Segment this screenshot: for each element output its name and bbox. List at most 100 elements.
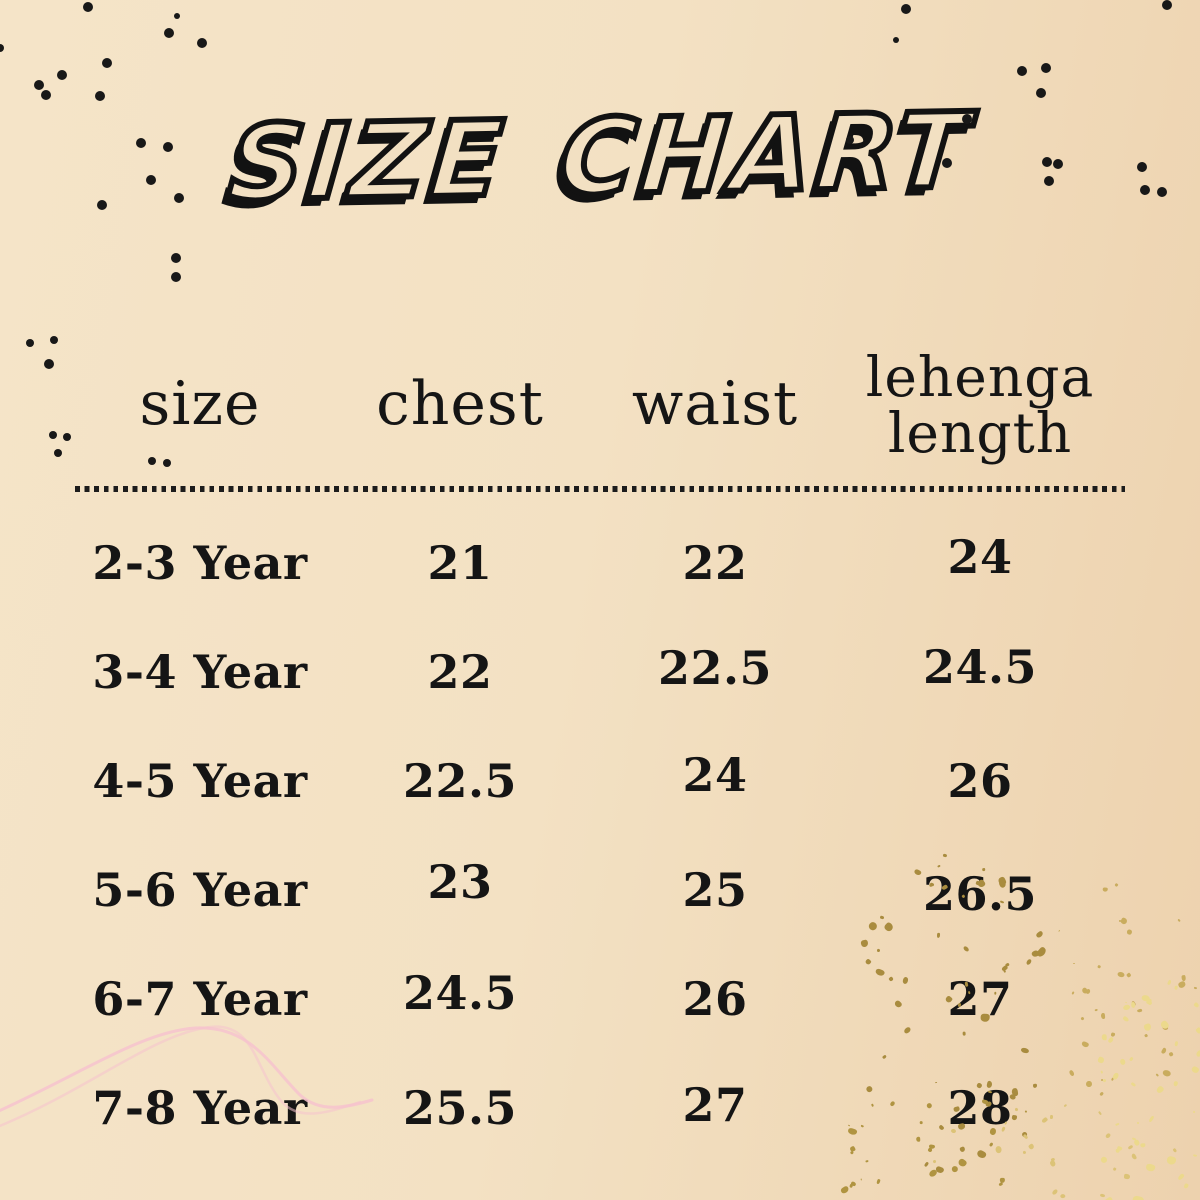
decorative-dot xyxy=(1162,0,1172,10)
gold-paint-speck xyxy=(1127,1144,1134,1150)
gold-paint-speck xyxy=(1155,1073,1159,1077)
row-value-lehenga_length: 26 xyxy=(947,753,1013,808)
gold-paint-speck xyxy=(951,1165,959,1172)
decorative-dot xyxy=(1157,187,1167,197)
table-row: 6-7 Year 24.5 26 27 xyxy=(75,944,1125,1053)
gold-paint-speck xyxy=(1131,1194,1145,1200)
decorative-dot xyxy=(57,70,67,80)
row-value-waist: 26 xyxy=(682,971,748,1026)
row-size-label: 5-6 Year xyxy=(92,862,308,917)
row-value-chest: 25.5 xyxy=(402,1080,518,1135)
decorative-dot xyxy=(136,138,146,148)
gold-paint-speck xyxy=(1177,1173,1185,1181)
decorative-dot xyxy=(901,4,911,14)
gold-paint-speck xyxy=(840,1185,850,1195)
gold-paint-speck xyxy=(1141,994,1151,1002)
row-value-waist: 27 xyxy=(682,1077,748,1132)
column-header-size: size xyxy=(139,369,261,440)
gold-paint-speck xyxy=(1112,1167,1117,1172)
row-size-label: 4-5 Year xyxy=(92,753,308,808)
gold-paint-speck xyxy=(1147,1000,1153,1006)
table-row: 4-5 Year 22.5 24 26 xyxy=(75,726,1125,835)
decorative-dot xyxy=(0,44,4,52)
column-header-chest: chest xyxy=(376,369,544,440)
table-row: 2-3 Year 21 22 24 xyxy=(75,508,1125,617)
decorative-dot xyxy=(83,2,93,12)
gold-paint-speck xyxy=(1000,1177,1006,1184)
gold-paint-speck xyxy=(860,1178,863,1181)
gold-paint-speck xyxy=(1190,1065,1200,1075)
gold-paint-speck xyxy=(1173,1080,1179,1087)
decorative-dot xyxy=(1042,157,1052,167)
page-title: SIZE CHART xyxy=(221,87,979,228)
gold-paint-speck xyxy=(1192,1110,1196,1114)
gold-paint-speck xyxy=(1161,1046,1169,1054)
gold-paint-speck xyxy=(1144,1033,1148,1038)
row-size-label: 2-3 Year xyxy=(92,535,308,590)
gold-paint-speck xyxy=(1126,971,1132,978)
gold-paint-speck xyxy=(1130,1000,1137,1008)
gold-paint-speck xyxy=(1172,1148,1178,1153)
decorative-dot xyxy=(1140,185,1150,195)
decorative-dot xyxy=(942,158,952,168)
gold-paint-speck xyxy=(1162,1068,1172,1077)
gold-paint-speck xyxy=(850,1180,858,1187)
decorative-dot xyxy=(54,449,62,457)
table-row: 7-8 Year 25.5 27 28 xyxy=(75,1053,1125,1162)
gold-paint-speck xyxy=(1144,1163,1156,1173)
decorative-dot xyxy=(164,28,174,38)
decorative-dot xyxy=(34,80,44,90)
gold-paint-speck xyxy=(848,1183,853,1188)
decorative-dot xyxy=(49,431,57,439)
gold-paint-speck xyxy=(1130,1153,1137,1161)
gold-paint-speck xyxy=(1144,997,1153,1005)
row-size-label: 6-7 Year xyxy=(92,971,308,1026)
gold-paint-speck xyxy=(1137,1008,1143,1013)
row-value-chest: 23 xyxy=(427,854,493,909)
gold-paint-speck xyxy=(1126,929,1133,936)
decorative-dot xyxy=(174,193,184,203)
gold-paint-speck xyxy=(1174,1040,1179,1046)
size-table-body: 2-3 Year 21 22 24 3-4 Year 22 22.5 24.5 4-5 Year… xyxy=(75,508,1125,1162)
gold-paint-speck xyxy=(1195,1027,1200,1035)
dotted-divider xyxy=(75,486,1125,492)
gold-paint-speck xyxy=(1165,1155,1177,1167)
decorative-dot xyxy=(97,200,107,210)
row-value-lehenga_length: 26.5 xyxy=(922,866,1038,921)
gold-paint-speck xyxy=(1128,1056,1134,1061)
gold-paint-speck xyxy=(1183,1182,1189,1189)
row-value-waist: 24 xyxy=(682,747,748,802)
decorative-dot xyxy=(146,175,156,185)
row-value-waist: 25 xyxy=(682,862,748,917)
gold-paint-speck xyxy=(1130,1001,1136,1009)
gold-paint-speck xyxy=(1177,980,1187,989)
decorative-dot xyxy=(962,114,972,124)
decorative-dot xyxy=(26,339,34,347)
gold-paint-speck xyxy=(1060,1194,1066,1199)
gold-paint-speck xyxy=(876,1178,882,1185)
gold-paint-speck xyxy=(1140,1143,1146,1148)
column-header-lehenga-length: lehenga length xyxy=(865,344,1095,465)
decorative-dot xyxy=(1036,88,1046,98)
decorative-dot xyxy=(95,91,105,101)
gold-paint-speck xyxy=(1130,1081,1137,1087)
row-value-waist: 22 xyxy=(682,535,748,590)
gold-paint-speck xyxy=(1180,975,1186,982)
gold-paint-speck xyxy=(1195,1049,1200,1058)
table-row: 3-4 Year 22 22.5 24.5 xyxy=(75,617,1125,726)
decorative-dot xyxy=(174,13,180,19)
table-header-row: size chest waist lehenga length xyxy=(75,330,1125,480)
gold-paint-speck xyxy=(1161,1025,1169,1032)
decorative-dot xyxy=(41,90,51,100)
gold-paint-speck xyxy=(1136,1121,1139,1124)
column-header-waist: waist xyxy=(631,369,799,440)
decorative-dot xyxy=(171,253,181,263)
gold-paint-speck xyxy=(1133,1138,1141,1146)
decorative-dot xyxy=(50,336,58,344)
gold-paint-speck xyxy=(1143,1023,1153,1033)
row-value-lehenga_length: 24.5 xyxy=(922,639,1038,694)
gold-paint-speck xyxy=(1125,1001,1128,1004)
decorative-dot xyxy=(63,433,71,441)
decorative-dot xyxy=(102,58,112,68)
gold-paint-speck xyxy=(1156,1084,1165,1094)
